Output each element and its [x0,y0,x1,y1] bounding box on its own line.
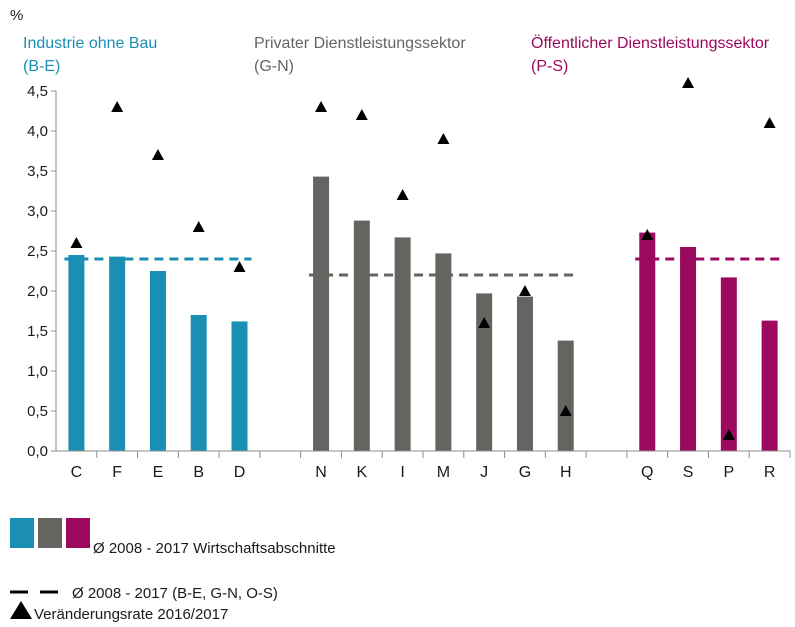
x-tick-label: B [193,464,204,481]
legend-bars-label: Ø 2008 - 2017 Wirtschaftsabschnitte [93,540,336,557]
x-tick-label: D [234,464,246,481]
bar-S [680,247,697,451]
change-rate-marker-K [355,109,368,120]
bar-B [190,315,207,451]
x-tick-label: C [71,464,83,481]
legend-swatch-industry [10,518,34,548]
change-rate-markers [70,77,776,440]
y-tick-label: 0,5 [27,403,48,420]
x-tick-label: E [153,464,164,481]
y-tick-label: 2,0 [27,283,48,300]
y-tick-label: 0,0 [27,443,48,460]
y-tick-label: 3,5 [27,163,48,180]
change-rate-marker-Q [641,229,654,240]
group-range-label: (G-N) [254,58,294,75]
change-rate-marker-D [233,261,246,272]
bar-D [231,321,248,451]
x-tick-label: R [764,464,776,481]
change-rate-marker-H [559,405,572,416]
legend: Ø 2008 - 2017 Wirtschaftsabschnitte Ø 20… [10,518,336,623]
bar-C [68,255,85,451]
bar-G [516,296,533,451]
bar-R [761,320,778,451]
bar-F [109,256,126,451]
group-labels: Industrie ohne Bau (B-E) Privater Dienstle… [23,34,770,75]
bar-I [394,237,411,451]
legend-dashed-label: Ø 2008 - 2017 (B-E, G-N, O-S) [72,585,278,602]
legend-swatch-private [38,518,62,548]
bar-P [720,277,737,451]
x-tick-label: S [683,464,694,481]
change-rate-marker-N [315,101,328,112]
x-tick-label: M [437,464,450,481]
x-tick-label: Q [641,464,653,481]
change-rate-marker-R [763,117,776,128]
bar-H [557,340,574,451]
change-rate-marker-E [151,149,164,160]
change-rate-marker-I [396,189,409,200]
change-rate-marker-J [478,317,491,328]
bar-J [476,293,493,451]
y-tick-label: 3,0 [27,203,48,220]
group-label: Industrie ohne Bau [23,35,157,52]
group-label: Öffentlicher Dienstleistungssektor [531,34,770,52]
y-tick-label: 2,5 [27,243,48,260]
group-range-label: (P-S) [531,58,568,75]
y-axis-unit: % [10,7,23,24]
x-tick-label: J [480,464,488,481]
legend-swatch-public [66,518,90,548]
change-rate-marker-M [437,133,450,144]
y-tick-label: 4,5 [27,83,48,100]
bars [68,176,778,451]
average-lines [64,257,782,277]
y-tick-label: 4,0 [27,123,48,140]
x-tick-label: F [112,464,122,481]
bar-M [435,253,452,451]
change-rate-marker-G [518,285,531,296]
x-tick-label: I [400,464,404,481]
change-rate-marker-F [111,101,124,112]
change-rate-marker-S [682,77,695,88]
group-range-label: (B-E) [23,58,60,75]
x-tick-label: N [315,464,327,481]
x-tick-label: H [560,464,572,481]
y-tick-label: 1,5 [27,323,48,340]
legend-triangle-icon [10,601,32,619]
y-tick-label: 1,0 [27,363,48,380]
x-tick-label: K [356,464,367,481]
y-axis: 0,0 0,5 1,0 1,5 2,0 2,5 3,0 3,5 4,0 4,5 [27,83,57,460]
x-tick-label: G [519,464,531,481]
change-rate-marker-P [722,429,735,440]
change-rate-marker-B [192,221,205,232]
group-label: Privater Dienstleistungssektor [254,35,466,52]
bar-E [149,271,166,451]
bar-Q [639,232,656,451]
legend-triangle-label: Veränderungsrate 2016/2017 [34,606,228,623]
change-rate-marker-C [70,237,83,248]
bar-N [313,176,330,451]
x-tick-label: P [723,464,734,481]
bar-K [353,220,370,451]
